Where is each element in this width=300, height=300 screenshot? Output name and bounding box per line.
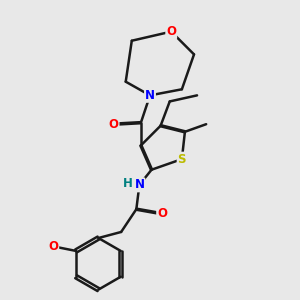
Text: O: O bbox=[48, 240, 58, 253]
Text: O: O bbox=[166, 25, 176, 38]
Text: H: H bbox=[123, 177, 133, 190]
Text: O: O bbox=[109, 118, 118, 131]
Text: O: O bbox=[157, 207, 167, 220]
Text: N: N bbox=[145, 89, 155, 102]
Text: S: S bbox=[178, 153, 186, 166]
Text: N: N bbox=[134, 178, 144, 191]
